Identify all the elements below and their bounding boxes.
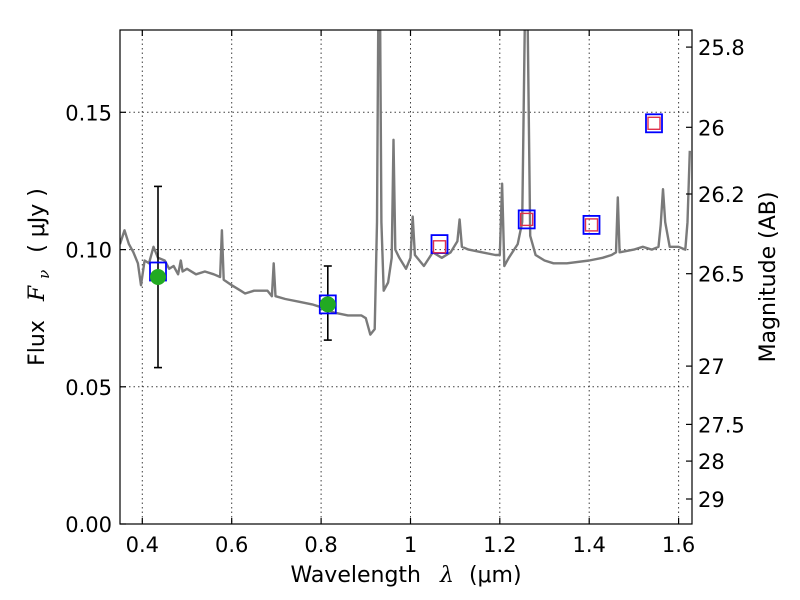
- model-photometry-point-5: [645, 113, 663, 134]
- spectrum-line: [120, 30, 691, 336]
- y-axis-label: Flux F ν ( μJy ): [25, 188, 55, 366]
- x-axis-label-symbol: λ: [439, 563, 454, 588]
- x-axis-label-unit: (μm): [469, 563, 522, 588]
- model-photometry-point-3: [517, 209, 536, 230]
- nondetection-point-2: [584, 218, 599, 232]
- mag-tick-label-7: 29: [698, 488, 725, 512]
- plot-frame: [119, 29, 693, 525]
- y-tick-label-0: 0.00: [65, 513, 112, 537]
- y-axis-label-symbol: F: [25, 285, 50, 302]
- x-tick-label-2: 0.8: [304, 533, 337, 557]
- x-tick-label-1: 0.6: [215, 533, 248, 557]
- mag-tick-label-3: 26.5: [698, 263, 745, 287]
- model-photometry-point-4: [582, 214, 601, 235]
- photometry-points: [149, 113, 663, 369]
- y-tick-label-3: 0.15: [65, 101, 112, 125]
- y-axis-label-subscript: ν: [35, 270, 53, 279]
- y-axis-label-unit: ( μJy ): [25, 188, 50, 253]
- axis-ticks: 0.4 0.6 0.8 1 1.2 1.4 1.6 0.00 0.05 0.10 0.15 25.8 2…: [65, 30, 745, 557]
- x-tick-label-4: 1.2: [483, 533, 516, 557]
- x-axis-label: Wavelength λ (μm): [290, 563, 521, 588]
- x-tick-label-5: 1.4: [572, 533, 605, 557]
- y-axis-label-text: Flux: [25, 320, 50, 366]
- nondetection-point-3: [647, 116, 661, 131]
- magnitude-axis-label: Magnitude (AB): [756, 192, 781, 363]
- x-tick-label-6: 1.6: [662, 533, 695, 557]
- mag-tick-label-5: 27.5: [698, 413, 745, 437]
- mag-tick-label-6: 28: [698, 450, 725, 474]
- y-tick-label-2: 0.10: [65, 239, 112, 263]
- nondetection-point-0: [432, 240, 447, 254]
- model-spectrum: [120, 30, 691, 336]
- detection-point-1: [319, 296, 336, 313]
- nondetection-point-1: [520, 212, 534, 227]
- mag-tick-label-2: 26.2: [698, 183, 745, 207]
- grid-lines: [120, 30, 692, 525]
- x-tick-label-3: 1: [404, 533, 417, 557]
- x-axis-label-text: Wavelength: [290, 563, 421, 588]
- mag-tick-label-0: 25.8: [698, 36, 745, 60]
- mag-tick-label-4: 27: [698, 355, 725, 379]
- y-tick-label-1: 0.05: [65, 376, 112, 400]
- x-tick-label-0: 0.4: [126, 533, 159, 557]
- mag-tick-label-1: 26: [698, 116, 725, 140]
- detection-point-0: [150, 269, 166, 285]
